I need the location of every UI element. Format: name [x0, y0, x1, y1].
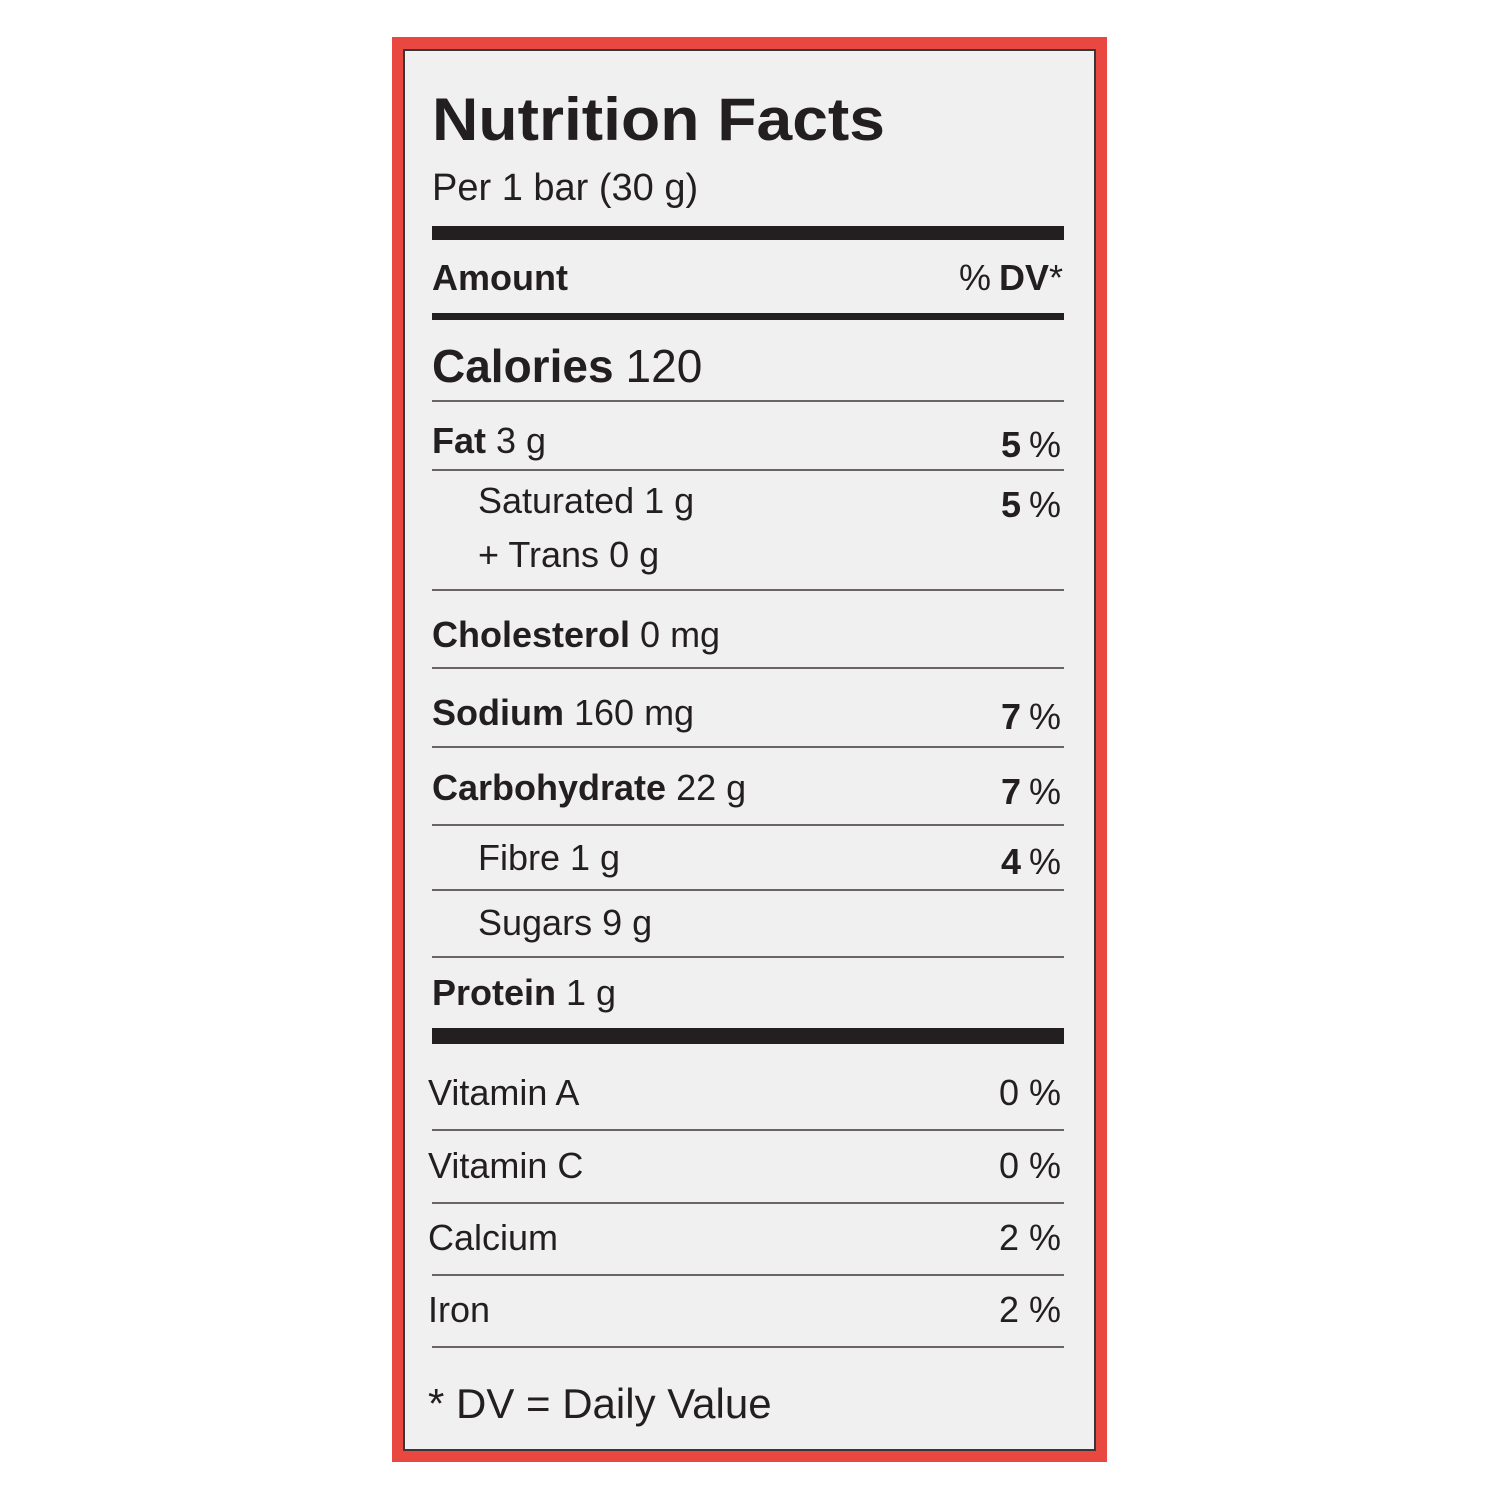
nutrient-name: Protein — [432, 972, 556, 1013]
nutrient: Cholesterol 0 mg — [432, 614, 720, 655]
vitamin-dv: 0 % — [999, 1145, 1061, 1186]
daily-value: 7% — [1001, 696, 1061, 737]
nutrient: Protein 1 g — [432, 972, 616, 1013]
dv-label: DV — [999, 257, 1049, 298]
dv-unit: % — [1029, 484, 1061, 525]
thick-rule — [432, 226, 1064, 240]
nutrient-amount: 1 g — [644, 480, 694, 521]
nutrient-amount: 1 g — [570, 837, 620, 878]
amount-header: Amount — [432, 257, 568, 298]
nutrient-amount: 3 g — [496, 420, 546, 461]
nutrient-amount: 9 g — [602, 902, 652, 943]
dv-number: 7 — [1001, 696, 1021, 737]
nutrient-amount: 0 mg — [640, 614, 720, 655]
dv-number: 5 — [1001, 484, 1021, 525]
vitamin-name: Vitamin C — [428, 1145, 583, 1186]
calories-label: Calories — [432, 340, 614, 392]
daily-value: 4% — [1001, 841, 1061, 882]
daily-value: 5% — [1001, 484, 1061, 525]
dv-header: % DV* — [959, 257, 1063, 298]
nutrient: Sugars 9 g — [478, 902, 652, 943]
nutrient: Fat 3 g — [432, 420, 546, 461]
calories-value: 120 — [626, 340, 703, 392]
calories: Calories 120 — [432, 340, 702, 392]
vitamin-name: Iron — [428, 1289, 490, 1330]
nutrient-amount: 22 g — [676, 767, 746, 808]
vitamin-dv: 0 % — [999, 1072, 1061, 1113]
vitamin-name: Calcium — [428, 1217, 558, 1258]
nutrient-extra: + Trans 0 g — [478, 534, 659, 575]
nutrient-name: Saturated — [478, 480, 634, 521]
dv-unit: % — [1029, 841, 1061, 882]
dv-mark: * — [1049, 257, 1063, 298]
daily-value: 7% — [1001, 771, 1061, 812]
nutrient-name: Sugars — [478, 902, 592, 943]
label-panel — [403, 49, 1096, 1451]
nutrient: Saturated 1 g — [478, 480, 694, 521]
nutrient: Carbohydrate 22 g — [432, 767, 746, 808]
nutrient-name: Cholesterol — [432, 614, 630, 655]
title: Nutrition Facts — [432, 86, 885, 153]
footnote: * DV = Daily Value — [428, 1380, 772, 1427]
nutrient: Fibre 1 g — [478, 837, 620, 878]
serving: Per 1 bar (30 g) — [432, 167, 698, 209]
thick-rule — [432, 1028, 1064, 1044]
nutrient-name: Fibre — [478, 837, 560, 878]
nutrient-name: Sodium — [432, 692, 564, 733]
nutrient-name: Fat — [432, 420, 486, 461]
nutrient-amount: 1 g — [566, 972, 616, 1013]
dv-unit: % — [1029, 424, 1061, 465]
vitamin-dv: 2 % — [999, 1217, 1061, 1258]
rule — [432, 313, 1064, 320]
dv-unit: % — [1029, 696, 1061, 737]
dv-number: 5 — [1001, 424, 1021, 465]
nutrient: Sodium 160 mg — [432, 692, 694, 733]
dv-symbol: % — [959, 257, 991, 298]
dv-unit: % — [1029, 771, 1061, 812]
daily-value: 5% — [1001, 424, 1061, 465]
nutrient-name: Carbohydrate — [432, 767, 666, 808]
vitamin-dv: 2 % — [999, 1289, 1061, 1330]
dv-number: 7 — [1001, 771, 1021, 812]
dv-number: 4 — [1001, 841, 1021, 882]
nutrient-amount: 160 mg — [574, 692, 694, 733]
vitamin-name: Vitamin A — [428, 1072, 579, 1113]
